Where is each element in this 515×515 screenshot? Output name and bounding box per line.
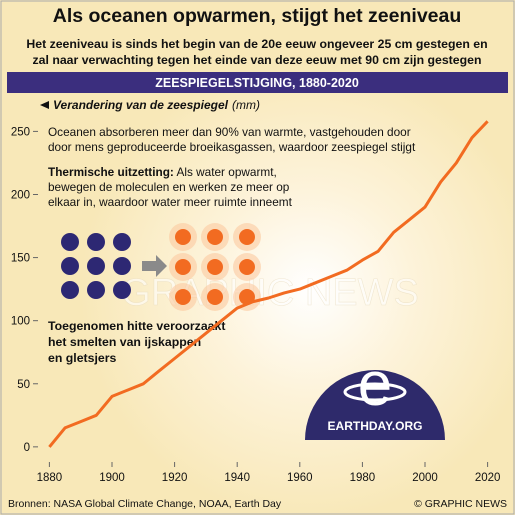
x-tick-label: 1980 [350, 472, 376, 484]
molecule [113, 233, 131, 251]
molecule [61, 257, 79, 275]
molecule [87, 233, 105, 251]
x-tick-label: 1960 [287, 472, 313, 484]
y-tick-label: 50 [17, 379, 30, 391]
y-tick-label: 200 [11, 189, 30, 201]
molecule [61, 281, 79, 299]
annotation: het smelten van ijskappen [48, 335, 201, 349]
annotation: elkaar in, waardoor water meer ruimte in… [48, 195, 293, 209]
molecule [207, 259, 223, 275]
subtitle: zal naar verwachting tegen het einde van… [33, 53, 482, 67]
annotation-head: Thermische uitzetting: [48, 165, 174, 179]
annotation: Oceanen absorberen meer dan 90% van warm… [48, 125, 411, 139]
molecule [175, 229, 191, 245]
credit: © GRAPHIC NEWS [414, 498, 507, 510]
molecule [175, 259, 191, 275]
y-tick-label: 250 [11, 126, 30, 138]
y-tick-label: 150 [11, 253, 30, 265]
molecule [239, 229, 255, 245]
molecule [113, 257, 131, 275]
molecules [61, 233, 167, 299]
pointer [40, 101, 49, 109]
x-tick-label: 1880 [37, 472, 63, 484]
arrow [142, 255, 167, 277]
subtitle: Het zeeniveau is sinds het begin van de … [26, 37, 487, 51]
y-axis-unit: (mm) [232, 98, 260, 112]
y-tick-label: 100 [11, 316, 30, 328]
y-axis-title: Verandering van de zeespiegel [53, 98, 229, 112]
molecule [239, 259, 255, 275]
molecule [61, 233, 79, 251]
banner-text: ZEESPIEGELSTIJGING, 1880-2020 [155, 76, 359, 90]
logo-text: EARTHDAY.ORG [328, 419, 423, 433]
y-axis-label: Verandering van de zeespiegel (mm) [53, 98, 260, 112]
x-tick-label: 2020 [475, 472, 501, 484]
title: Als oceanen opwarmen, stijgt het zeenive… [53, 5, 462, 27]
molecule [87, 281, 105, 299]
annotation: door mens geproduceerde broeikasgassen, … [48, 140, 416, 154]
annotation-text: Als water opwarmt, [174, 165, 277, 179]
sources: Bronnen: NASA Global Climate Change, NOA… [8, 498, 282, 510]
annotation: bewegen de moleculen en werken ze meer o… [48, 180, 290, 194]
molecule [113, 281, 131, 299]
x-tick-label: 1900 [99, 472, 125, 484]
molecule [87, 257, 105, 275]
molecule [207, 289, 223, 305]
logo-letter: e [358, 350, 392, 419]
hot-molecules [169, 223, 261, 311]
x-tick-label: 1940 [224, 472, 250, 484]
watermark: GRAPHIC NEWS [121, 272, 419, 314]
logo-dome [305, 370, 445, 440]
banner [7, 72, 508, 93]
x-tick-label: 2000 [412, 472, 438, 484]
logo-swoosh [343, 382, 407, 402]
annotation: en gletsjers [48, 351, 117, 365]
x-tick-label: 1920 [162, 472, 188, 484]
sea-level-line [48, 120, 489, 448]
molecule [175, 289, 191, 305]
annotation: Toegenomen hitte veroorzaakt [48, 319, 225, 333]
molecule [207, 229, 223, 245]
annotation: Thermische uitzetting: Als water opwarmt… [48, 165, 277, 179]
y-tick-label: 0 [24, 442, 30, 454]
